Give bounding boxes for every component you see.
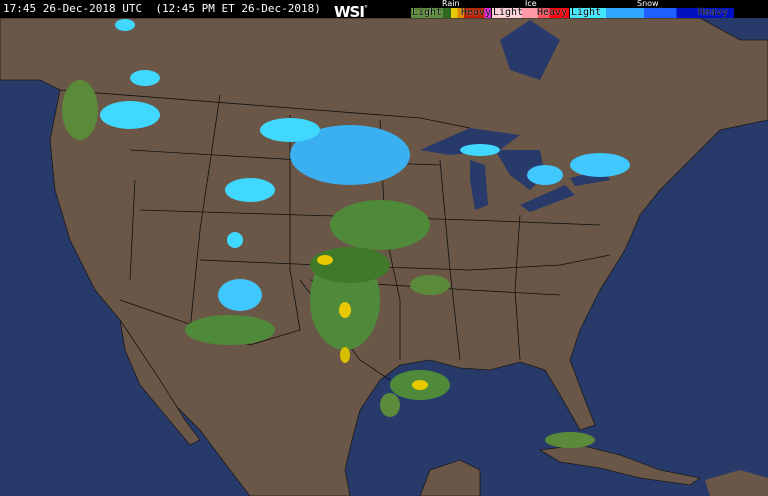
legend-snow-title: Snow: [636, 0, 660, 8]
timestamp: 17:45 26-Dec-2018 UTC (12:45 PM ET 26-De…: [3, 2, 321, 15]
legend-rain: Rain Light Heavy: [411, 0, 492, 18]
state-borders: [59, 89, 611, 381]
snow-areas: [100, 19, 630, 311]
land-baja: [119, 319, 201, 446]
wsi-logo: WSI°: [334, 3, 368, 21]
rain-areas: [62, 80, 595, 448]
header-bar: 17:45 26-Dec-2018 UTC (12:45 PM ET 26-De…: [0, 0, 768, 21]
legend-ice-heavy: Heavy: [537, 7, 568, 18]
land-hispaniola: [705, 470, 768, 496]
land-yucatan: [419, 459, 481, 496]
legend-rain-title: Rain: [441, 0, 461, 8]
legend-rain-light: Light: [412, 7, 443, 18]
legend-ice-title: Ice: [524, 0, 538, 8]
legend-ice-light: Light: [493, 7, 524, 18]
legend-snow: Snow Light Heavy: [570, 0, 734, 18]
legend-snow-light: Light: [571, 7, 602, 18]
legend-rain-heavy: Heavy: [461, 7, 492, 18]
legend-snow-heavy: Heavy: [698, 7, 729, 18]
land-cuba: [538, 444, 701, 486]
legend-ice: Ice Light Heavy: [492, 0, 569, 18]
great-lakes: [420, 20, 610, 212]
